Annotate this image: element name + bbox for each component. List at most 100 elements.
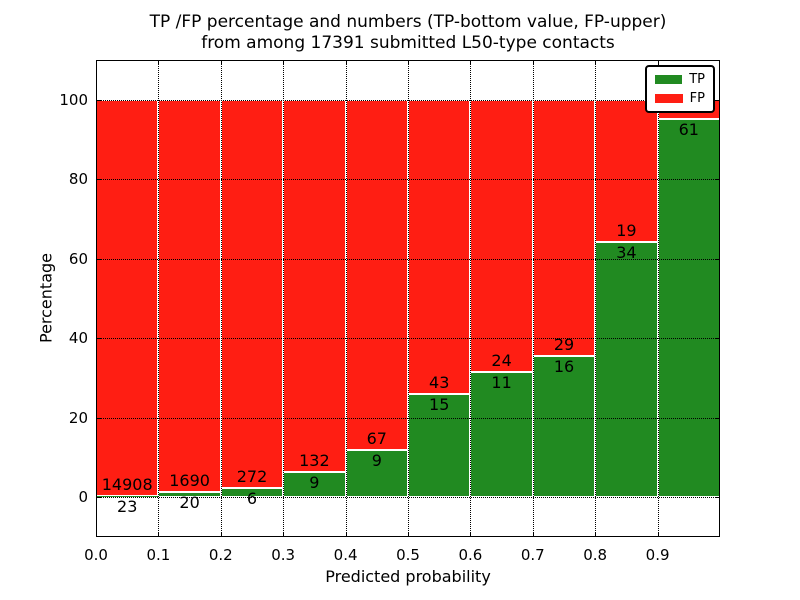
bar-tp-segment xyxy=(532,355,596,497)
axis-tick xyxy=(345,60,347,65)
gridline-vertical xyxy=(470,60,472,537)
chart-title-line2: from among 17391 submitted L50-type cont… xyxy=(201,33,615,53)
legend-item-tp: TP xyxy=(655,73,705,86)
gridline-vertical xyxy=(408,60,409,537)
tp-count-label: 9 xyxy=(371,450,382,470)
bar-fp-segment xyxy=(345,100,408,450)
tp-count-label: 23 xyxy=(117,497,138,517)
x-tick-label: 0.3 xyxy=(271,546,296,564)
axis-tick xyxy=(532,60,534,65)
gridline-vertical xyxy=(283,60,285,537)
y-tick-label: 40 xyxy=(68,329,88,348)
tp-count-label: 15 xyxy=(429,395,450,415)
axis-tick xyxy=(220,60,222,65)
axis-tick xyxy=(345,532,347,537)
axis-tick xyxy=(283,60,285,65)
bar-tp-segment xyxy=(283,471,346,497)
fp-count-label: 19 xyxy=(616,221,637,241)
axis-tick xyxy=(470,60,472,65)
fp-count-label: 1690 xyxy=(169,471,210,491)
gridline-horizontal xyxy=(96,258,720,260)
axis-tick xyxy=(715,497,720,498)
legend-item-fp: FP xyxy=(655,92,705,105)
fp-count-label: 43 xyxy=(429,373,450,393)
axis-tick xyxy=(595,532,597,537)
axis-tick xyxy=(715,258,720,260)
x-tick-label: 0.0 xyxy=(84,546,108,564)
tp-count-label: 20 xyxy=(179,493,200,513)
axis-tick xyxy=(657,60,659,65)
axis-tick xyxy=(96,532,97,537)
axis-tick xyxy=(532,532,534,537)
gridline-vertical xyxy=(532,60,534,537)
axis-tick xyxy=(657,532,659,537)
fp-count-label: 14908 xyxy=(101,475,153,495)
axis-tick xyxy=(595,60,597,65)
bar-fp-segment xyxy=(470,100,533,373)
fp-count-label: 132 xyxy=(299,450,330,470)
axis-tick xyxy=(220,532,222,537)
bar-fp-segment xyxy=(158,100,221,493)
x-tick-label: 0.6 xyxy=(458,546,483,564)
gridline-horizontal xyxy=(96,338,720,340)
bar-tp-segment xyxy=(408,394,471,497)
tp-count-label: 34 xyxy=(616,243,637,263)
tp-count-label: 9 xyxy=(309,472,320,492)
axis-tick xyxy=(715,417,720,419)
legend-label-fp: FP xyxy=(689,91,705,106)
axis-tick xyxy=(96,100,101,101)
axis-tick xyxy=(158,532,160,537)
gridline-horizontal xyxy=(96,497,720,498)
fp-color-swatch xyxy=(655,94,683,103)
gridline-vertical xyxy=(345,60,347,537)
x-tick-label: 0.9 xyxy=(645,546,670,564)
gridline-vertical xyxy=(158,60,160,537)
bar-tp-segment xyxy=(470,372,533,497)
tp-count-label: 61 xyxy=(678,119,699,139)
fp-count-label: 29 xyxy=(553,334,575,354)
fp-count-label: 24 xyxy=(491,351,512,371)
bar-tp-segment xyxy=(595,242,658,497)
fp-count-label: 67 xyxy=(366,428,387,448)
x-tick-label: 0.4 xyxy=(333,546,358,564)
legend-label-tp: TP xyxy=(689,72,705,87)
chart-title-line1: TP /FP percentage and numbers (TP-bottom… xyxy=(149,12,667,32)
tp-count-label: 16 xyxy=(553,356,575,376)
gridline-vertical xyxy=(595,60,597,537)
axis-tick xyxy=(408,532,409,537)
bar-fp-segment xyxy=(96,100,159,497)
axis-tick xyxy=(96,60,97,65)
axis-tick xyxy=(96,497,101,498)
axis-tick xyxy=(719,60,720,65)
axis-tick xyxy=(96,417,101,419)
bar-fp-segment xyxy=(595,100,658,243)
axis-tick xyxy=(715,179,720,181)
axis-tick xyxy=(96,258,101,260)
x-tick-label: 0.2 xyxy=(208,546,233,564)
y-tick-label: 60 xyxy=(68,249,88,268)
bar-fp-segment xyxy=(408,100,471,395)
tp-count-label: 11 xyxy=(491,373,512,393)
axis-tick xyxy=(715,338,720,340)
x-tick-label: 0.8 xyxy=(583,546,608,564)
y-tick-label: 80 xyxy=(68,170,88,189)
legend: TP FP xyxy=(645,65,715,113)
gridline-horizontal xyxy=(96,417,720,419)
bar-fp-segment xyxy=(283,100,346,472)
y-tick-label: 0 xyxy=(78,488,88,506)
gridline-horizontal xyxy=(96,100,720,101)
axis-tick xyxy=(408,60,409,65)
gridline-horizontal xyxy=(96,179,720,181)
fp-count-label: 272 xyxy=(236,467,268,487)
bar-tp-segment xyxy=(657,118,720,497)
x-axis-label: Predicted probability xyxy=(325,567,491,586)
x-tick-label: 0.5 xyxy=(396,546,420,564)
plot-area: 14908 23 1690 20 272 6 132 9 67 9 43 15 24 11 29 16 19 34… xyxy=(96,60,720,537)
x-tick-label: 0.7 xyxy=(520,546,545,564)
axis-tick xyxy=(719,532,720,537)
y-tick-label: 100 xyxy=(59,91,88,109)
x-tick-label: 0.1 xyxy=(146,546,171,564)
gridline-vertical xyxy=(657,60,659,537)
tp-color-swatch xyxy=(655,75,683,84)
